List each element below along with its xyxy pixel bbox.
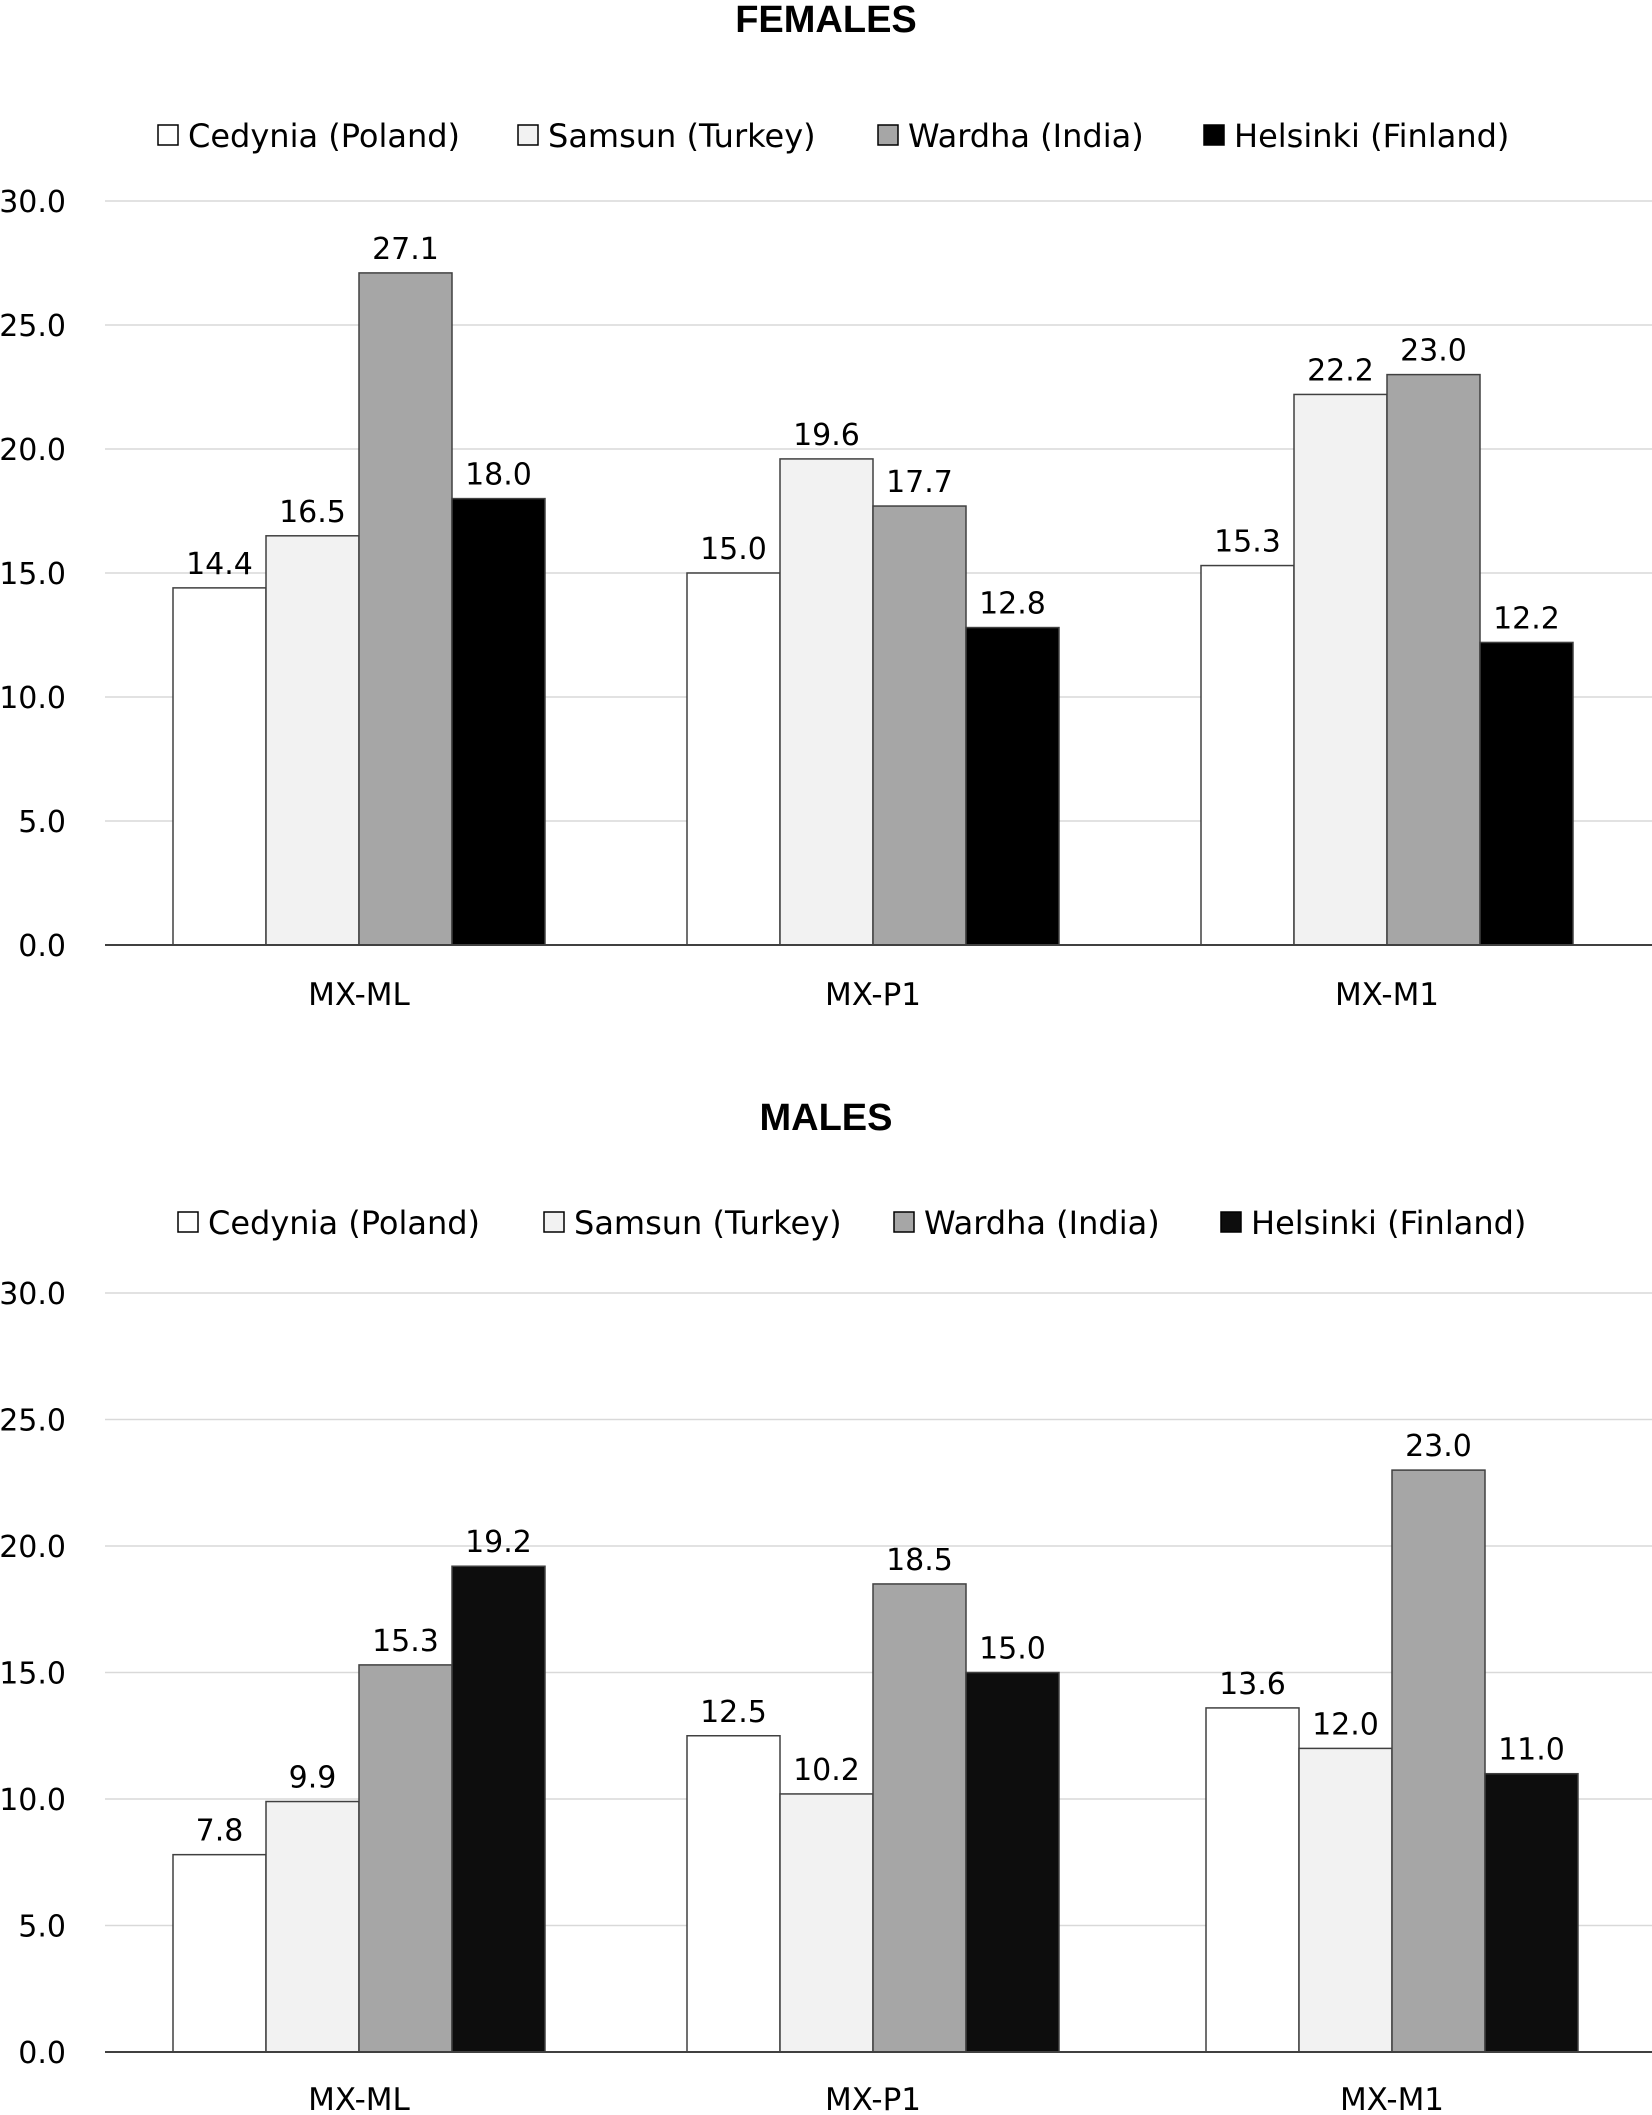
y-tick-label: 15.0: [0, 557, 66, 592]
data-label: 16.5: [279, 495, 346, 530]
legend-item: Wardha (India): [893, 1204, 1160, 1242]
legend-swatch: [517, 124, 539, 146]
legend-swatch: [1220, 1211, 1242, 1233]
data-label: 12.8: [979, 587, 1046, 622]
legend-item: Cedynia (Poland): [157, 117, 460, 155]
bar: [872, 505, 967, 946]
bar: [451, 497, 546, 946]
data-label: 12.5: [700, 1695, 767, 1730]
bar: [1200, 564, 1295, 946]
chart-panel-1: FEMALES Cedynia (Poland) Samsun (Turkey) Wa…: [0, 0, 1652, 1013]
bar: [965, 626, 1060, 946]
x-tick-label: MX-M1: [1335, 977, 1439, 1013]
legend-label: Helsinki (Finland): [1251, 1204, 1526, 1242]
x-tick-label: MX-P1: [825, 2082, 921, 2115]
bar: [872, 1583, 967, 2053]
y-tick-label: 25.0: [0, 309, 66, 344]
data-label: 19.2: [465, 1525, 532, 1560]
data-label: 9.9: [289, 1761, 337, 1796]
y-tick-label: 15.0: [0, 1657, 66, 1692]
legend-swatch: [893, 1211, 915, 1233]
x-tick-label: MX-P1: [825, 977, 921, 1013]
bar: [1298, 1747, 1393, 2053]
legend-label: Cedynia (Poland): [188, 117, 460, 155]
bar: [172, 587, 267, 946]
legend-swatch: [177, 1211, 199, 1233]
y-tick-label: 10.0: [0, 681, 66, 716]
legend-label: Samsun (Turkey): [548, 117, 816, 155]
data-label: 23.0: [1405, 1429, 1472, 1464]
y-tick-label: 5.0: [18, 805, 66, 840]
bar: [1484, 1772, 1579, 2053]
data-label: 17.7: [886, 465, 953, 500]
bar: [1293, 393, 1388, 946]
legend-item: Samsun (Turkey): [517, 117, 816, 155]
bar: [965, 1671, 1060, 2053]
data-label: 10.2: [793, 1753, 860, 1788]
bar: [1205, 1707, 1300, 2053]
bar: [358, 1664, 453, 2053]
chart-title: FEMALES: [735, 0, 917, 41]
legend-swatch: [877, 124, 899, 146]
data-label: 13.6: [1219, 1667, 1286, 1702]
legend-swatch: [543, 1211, 565, 1233]
legend-label: Samsun (Turkey): [574, 1204, 842, 1242]
y-tick-label: 30.0: [0, 185, 66, 220]
data-label: 14.4: [186, 547, 253, 582]
data-label: 27.1: [372, 232, 439, 267]
bar: [779, 1793, 874, 2053]
data-label: 15.0: [700, 532, 767, 567]
data-label: 18.5: [886, 1543, 953, 1578]
data-label: 18.0: [465, 458, 532, 493]
bar: [779, 458, 874, 946]
legend-label: Wardha (India): [924, 1204, 1160, 1242]
y-tick-label: 5.0: [18, 1910, 66, 1945]
data-label: 22.2: [1307, 353, 1374, 388]
legend-label: Cedynia (Poland): [208, 1204, 480, 1242]
x-tick-label: MX-ML: [308, 977, 410, 1013]
bar: [265, 1800, 360, 2053]
bar: [686, 1735, 781, 2053]
legend-swatch: [157, 124, 179, 146]
x-tick-label: MX-M1: [1340, 2082, 1444, 2115]
data-label: 23.0: [1400, 334, 1467, 369]
x-tick-label: MX-ML: [308, 2082, 410, 2115]
data-label: 15.0: [979, 1632, 1046, 1667]
bar: [358, 272, 453, 946]
bar: [1386, 373, 1481, 946]
y-tick-label: 20.0: [0, 433, 66, 468]
legend-label: Wardha (India): [908, 117, 1144, 155]
data-label: 12.0: [1312, 1707, 1379, 1742]
data-label: 12.2: [1493, 601, 1560, 636]
legend-item: Wardha (India): [877, 117, 1144, 155]
y-tick-label: 25.0: [0, 1404, 66, 1439]
y-tick-label: 0.0: [18, 2036, 66, 2071]
y-tick-label: 20.0: [0, 1530, 66, 1565]
data-label: 15.3: [1214, 525, 1281, 560]
bar: [1479, 641, 1574, 946]
data-label: 15.3: [372, 1624, 439, 1659]
data-label: 7.8: [196, 1814, 244, 1849]
bar: [1391, 1469, 1486, 2053]
bar: [172, 1853, 267, 2053]
legend-swatch: [1203, 124, 1225, 146]
legend-item: Helsinki (Finland): [1203, 117, 1509, 155]
y-tick-label: 30.0: [0, 1277, 66, 1312]
legend-label: Helsinki (Finland): [1234, 117, 1509, 155]
bar: [451, 1565, 546, 2053]
bar: [686, 572, 781, 946]
legend-item: Helsinki (Finland): [1220, 1204, 1526, 1242]
legend-item: Cedynia (Poland): [177, 1204, 480, 1242]
data-label: 19.6: [793, 418, 860, 453]
bar: [265, 535, 360, 946]
chart-panel-2: MALES Cedynia (Poland) Samsun (Turkey) Ward…: [0, 1097, 1652, 2115]
legend-item: Samsun (Turkey): [543, 1204, 842, 1242]
chart-title: MALES: [760, 1097, 893, 1139]
data-label: 11.0: [1498, 1733, 1565, 1768]
y-tick-label: 10.0: [0, 1783, 66, 1818]
y-tick-label: 0.0: [18, 929, 66, 964]
